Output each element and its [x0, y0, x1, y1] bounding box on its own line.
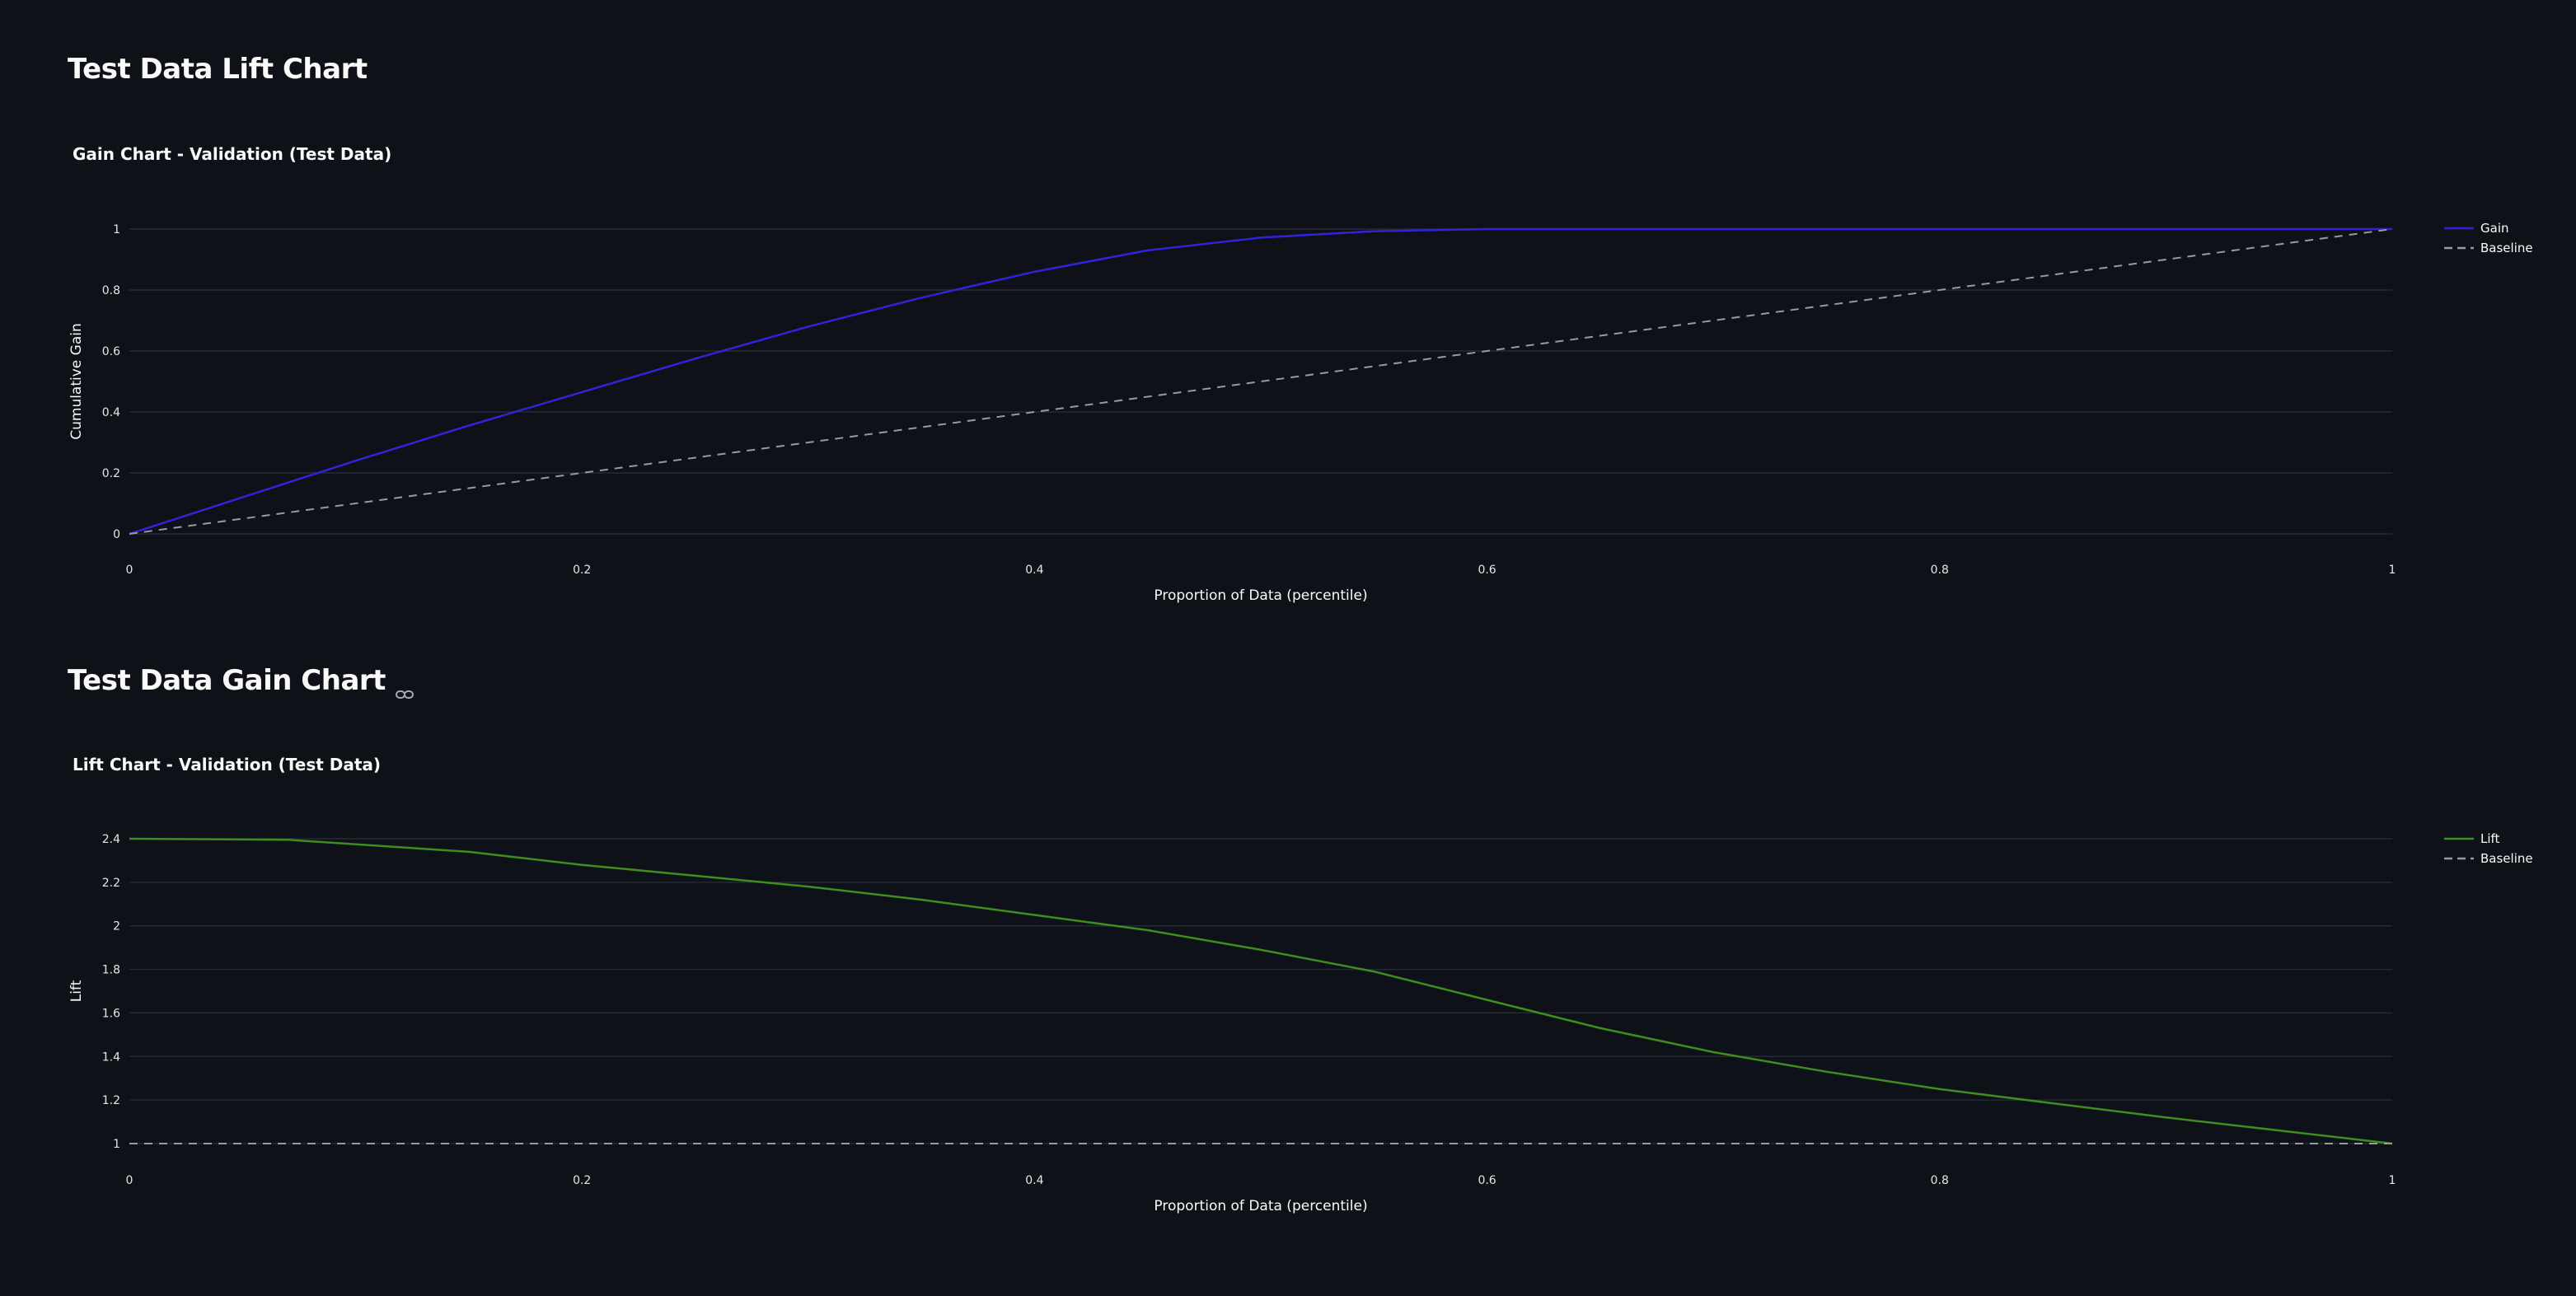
- lift-y-tick-label: 1.4: [102, 1050, 120, 1064]
- lift-legend-label: Lift: [2480, 831, 2500, 846]
- gain-series-baseline: [129, 228, 2393, 535]
- gain-y-tick-label: 0.6: [102, 345, 120, 358]
- lift-y-tick-label: 1.6: [102, 1007, 120, 1020]
- lift-y-tick-label: 1: [113, 1138, 120, 1151]
- section-title-lift: Test Data Lift Chart: [68, 53, 368, 86]
- lift-x-tick-label: 0: [126, 1174, 133, 1187]
- gain-x-tick-label: 0: [126, 564, 133, 577]
- gain-series-gain: [129, 227, 2392, 536]
- gain-y-tick-label: 1: [113, 223, 120, 236]
- link-icon[interactable]: [395, 675, 414, 699]
- lift-x-tick-label: 1: [2389, 1174, 2396, 1187]
- gain-x-tick-label: 0.6: [1478, 564, 1496, 577]
- gain-chart: Gain Chart - Validation (Test Data) 0 0.2 0…: [68, 144, 2533, 604]
- section-title-gain-text: Test Data Gain Chart: [68, 664, 386, 697]
- gain-y-tick-label: 0.2: [102, 467, 120, 480]
- lift-x-axis-label: Proportion of Data (percentile): [1154, 1198, 1367, 1214]
- gain-x-tick-label: 0.8: [1931, 564, 1949, 577]
- gain-y-axis-label: Cumulative Gain: [68, 323, 85, 440]
- lift-y-tick-label: 2.4: [102, 833, 120, 846]
- gain-y-tick-label: 0.4: [102, 406, 120, 419]
- lift-legend-label: Baseline: [2480, 851, 2533, 866]
- lift-y-tick-label: 1.2: [102, 1094, 120, 1107]
- gain-x-tick-label: 1: [2389, 564, 2396, 577]
- gain-x-tick-label: 0.2: [573, 564, 591, 577]
- lift-x-tick-label: 0.4: [1025, 1174, 1043, 1187]
- gain-y-tick-label: 0: [113, 528, 120, 541]
- lift-x-tick-label: 0.8: [1931, 1174, 1949, 1187]
- section-title-gain: Test Data Gain Chart: [68, 664, 414, 699]
- gain-legend-label: Gain: [2480, 221, 2509, 236]
- gain-y-tick-label: 0.8: [102, 284, 120, 297]
- lift-x-tick-label: 0.6: [1478, 1174, 1496, 1187]
- gain-x-axis-label: Proportion of Data (percentile): [1154, 587, 1367, 604]
- gain-legend-label: Baseline: [2480, 241, 2533, 255]
- lift-y-tick-label: 2.2: [102, 877, 120, 890]
- lift-series-lift: [129, 837, 2393, 1145]
- gain-chart-title: Gain Chart - Validation (Test Data): [73, 144, 391, 164]
- lift-y-tick-label: 2: [113, 920, 120, 933]
- gain-x-tick-label: 0.4: [1025, 564, 1043, 577]
- lift-x-tick-label: 0.2: [573, 1174, 591, 1187]
- lift-chart-title: Lift Chart - Validation (Test Data): [73, 755, 381, 774]
- lift-y-axis-label: Lift: [68, 980, 85, 1002]
- lift-y-tick-label: 1.8: [102, 964, 120, 977]
